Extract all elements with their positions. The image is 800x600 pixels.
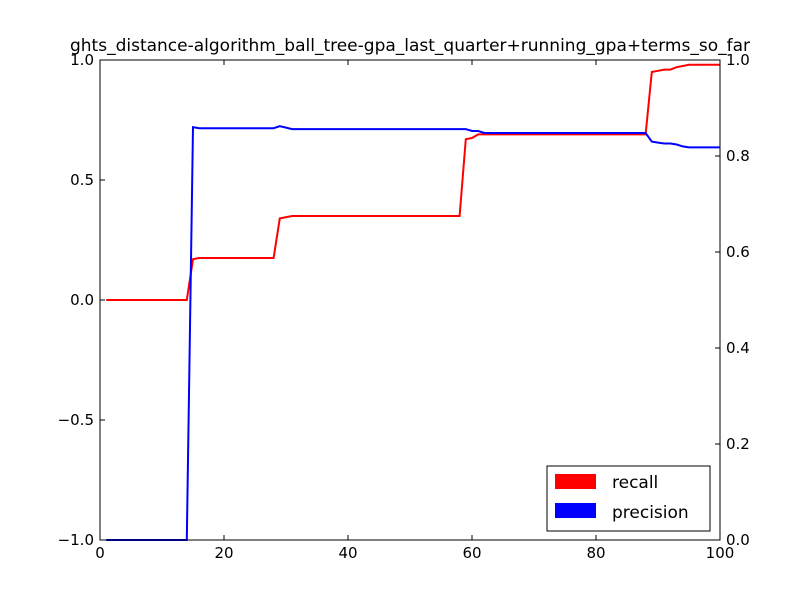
chart-title: ghts_distance-algorithm_ball_tree-gpa_la… bbox=[70, 36, 750, 56]
legend: recall precision bbox=[546, 465, 711, 532]
x-tick-label: 0 bbox=[95, 544, 105, 562]
y-right-tick-label: 1.0 bbox=[726, 51, 750, 69]
series-line-precision bbox=[106, 125, 720, 541]
series-line-recall bbox=[106, 63, 720, 301]
x-tick-label: 80 bbox=[586, 544, 605, 562]
y-right-tick-label: 0.6 bbox=[726, 243, 750, 261]
y-left-tick-label: −1.0 bbox=[58, 531, 94, 549]
x-tick-label: 60 bbox=[462, 544, 481, 562]
x-tick-label: 40 bbox=[338, 544, 357, 562]
y-axis-left: −1.0 −0.5 0.0 0.5 1.0 bbox=[58, 51, 105, 549]
x-tick-label: 100 bbox=[706, 544, 735, 562]
y-left-tick-label: 1.0 bbox=[70, 51, 94, 69]
y-right-tick-label: 0.2 bbox=[726, 435, 750, 453]
y-left-tick-label: 0.0 bbox=[70, 291, 94, 309]
y-axis-right: 0.0 0.2 0.4 0.6 0.8 1.0 bbox=[715, 51, 750, 549]
y-right-tick-label: 0.4 bbox=[726, 339, 750, 357]
y-right-tick-label: 0.0 bbox=[726, 531, 750, 549]
x-tick-label: 20 bbox=[214, 544, 233, 562]
y-left-tick-label: −0.5 bbox=[58, 411, 94, 429]
legend-swatch-recall bbox=[555, 474, 596, 489]
legend-label-precision: precision bbox=[612, 503, 689, 523]
y-left-tick-label: 0.5 bbox=[70, 171, 94, 189]
x-axis: 0 20 40 60 80 100 bbox=[95, 60, 734, 562]
plot-lines bbox=[106, 63, 720, 541]
legend-label-recall: recall bbox=[612, 473, 658, 493]
y-right-tick-label: 0.8 bbox=[726, 147, 750, 165]
legend-swatch-precision bbox=[555, 503, 596, 518]
